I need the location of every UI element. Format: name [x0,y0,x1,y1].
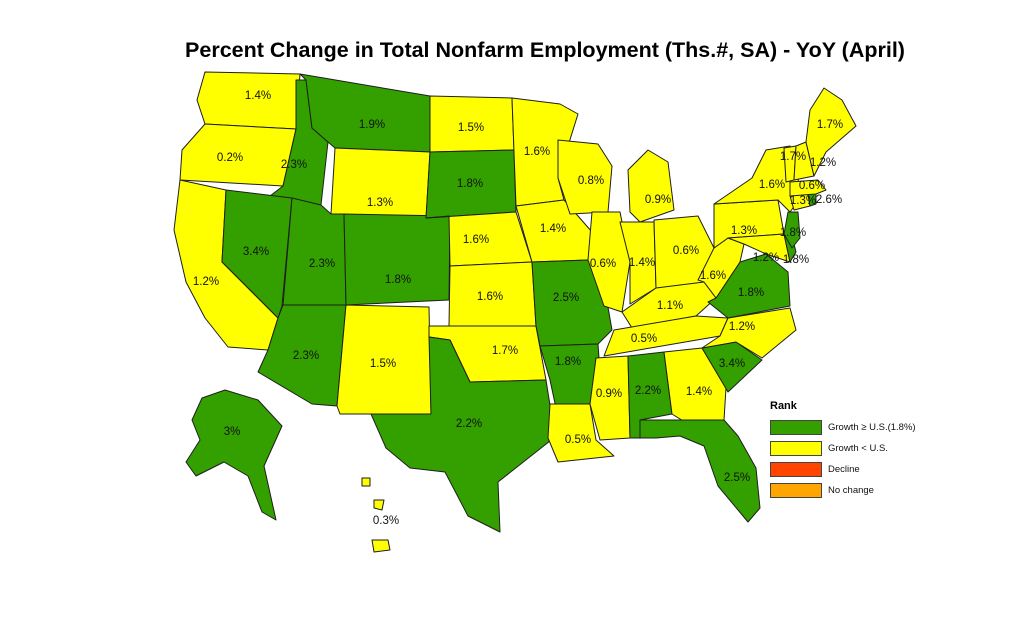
state-label-pa: 1.3% [731,225,757,237]
state-label-fl: 2.5% [724,472,750,484]
legend-item-decline: Decline [770,459,916,480]
legend-swatch [770,420,822,435]
state-label-wv: 1.6% [700,270,726,282]
state-in [619,221,657,305]
state-label-ct: 1.3% [790,195,816,207]
state-label-ky: 1.1% [657,300,683,312]
state-label-mo: 2.5% [553,292,579,304]
legend-swatch [770,483,822,498]
state-label-al: 2.2% [635,385,661,397]
legend-label: Decline [828,464,860,475]
legend-swatch [770,441,822,456]
state-label-wi: 0.8% [578,175,604,187]
state-label-ks: 1.6% [477,291,503,303]
legend-label: Growth < U.S. [828,443,888,454]
state-label-hi: 0.3% [373,515,399,527]
state-label-ms: 0.9% [596,388,622,400]
legend-swatch [770,462,822,477]
state-hi [361,477,391,553]
state-label-sc: 3.4% [719,358,745,370]
state-label-md: 1.2% [753,252,779,264]
state-or [179,123,297,187]
legend: Rank Growth ≥ U.S.(1.8%) Growth < U.S. Dec… [770,400,916,501]
state-label-la: 0.5% [565,434,591,446]
state-mi [627,149,675,223]
state-label-de: 1.8% [783,254,809,266]
state-label-nd: 1.5% [458,122,484,134]
state-label-wy: 1.3% [367,197,393,209]
state-label-nm: 1.5% [370,358,396,370]
state-fl [639,419,761,523]
state-label-ok: 1.7% [492,345,518,357]
state-ak [185,389,283,521]
state-nj [783,211,801,249]
state-label-vt: 1.7% [780,151,806,163]
state-label-ga: 1.4% [686,386,712,398]
state-label-ar: 1.8% [555,356,581,368]
state-label-nv: 3.4% [243,246,269,258]
map-title: Percent Change in Total Nonfarm Employme… [185,38,905,62]
state-label-ca: 1.2% [193,276,219,288]
state-label-nc: 1.2% [729,321,755,333]
state-label-id: 2.3% [281,159,307,171]
legend-item-growth-ge-us: Growth ≥ U.S.(1.8%) [770,417,916,438]
state-label-az: 2.3% [293,350,319,362]
state-label-sd: 1.8% [457,178,483,190]
state-label-mi: 0.9% [645,194,671,206]
state-label-co: 1.8% [385,274,411,286]
state-label-mt: 1.9% [359,119,385,131]
state-md [727,233,791,263]
state-label-ak: 3% [224,426,241,438]
state-label-me: 1.7% [817,119,843,131]
state-label-ia: 1.4% [540,223,566,235]
state-label-ut: 2.3% [309,258,335,270]
state-label-ma: 0.6% [799,180,825,192]
state-label-ri: 2.6% [816,194,842,206]
state-ms [589,355,631,441]
state-label-in: 1.4% [629,257,655,269]
state-label-mn: 1.6% [524,146,550,158]
legend-title: Rank [770,400,797,412]
state-label-tx: 2.2% [456,418,482,430]
state-label-oh: 0.6% [673,245,699,257]
state-label-va: 1.8% [738,287,764,299]
legend-label: Growth ≥ U.S.(1.8%) [828,422,916,433]
legend-item-no-change: No change [770,480,916,501]
legend-label: No change [828,485,874,496]
state-label-il: 0.6% [590,258,616,270]
legend-item-growth-lt-us: Growth < U.S. [770,438,916,459]
state-co [343,213,451,306]
state-label-nj: 1.8% [780,227,806,239]
state-label-nh: 1.2% [810,157,836,169]
state-label-ny: 1.6% [759,179,785,191]
state-tx [370,336,556,533]
state-ut [282,197,347,306]
state-me [805,87,857,177]
state-ma [789,179,827,197]
state-label-wa: 1.4% [245,90,271,102]
state-label-or: 0.2% [217,152,243,164]
state-label-tn: 0.5% [631,333,657,345]
state-label-ne: 1.6% [463,234,489,246]
